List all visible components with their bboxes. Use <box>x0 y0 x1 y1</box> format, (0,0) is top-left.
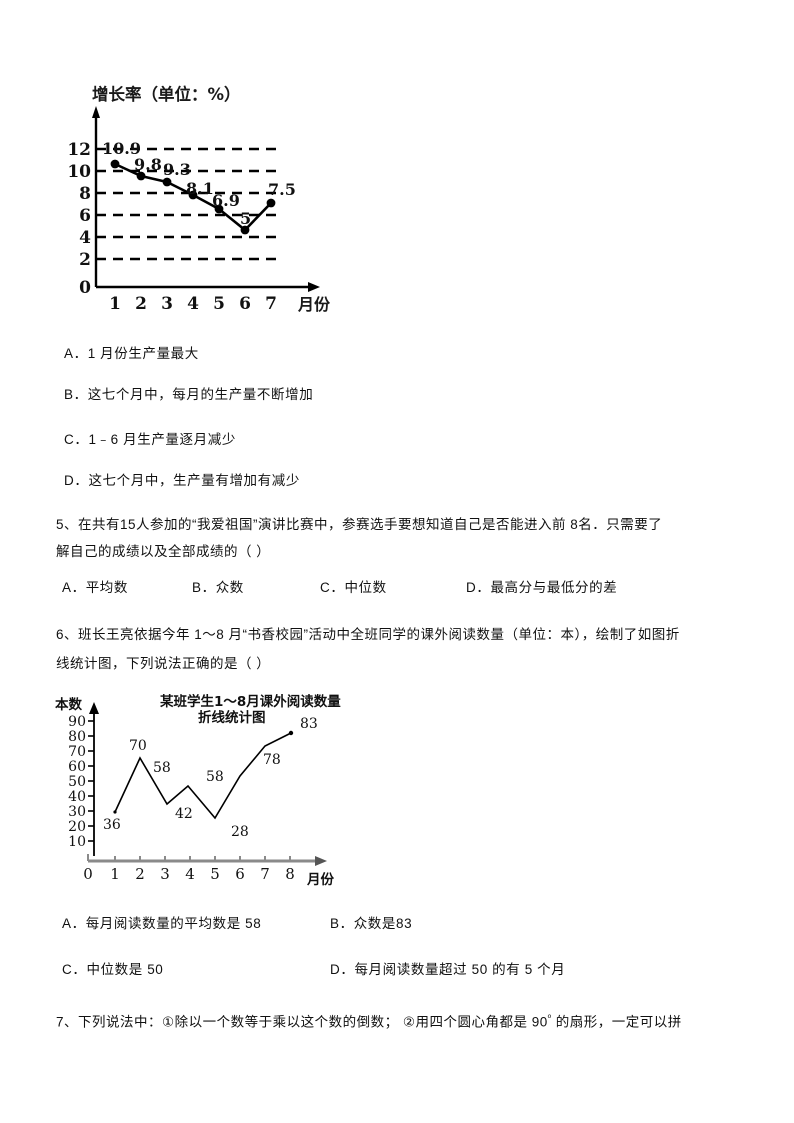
svg-text:70: 70 <box>129 738 147 754</box>
svg-text:5: 5 <box>213 294 225 312</box>
svg-text:4: 4 <box>79 228 91 248</box>
q6-option-b[interactable]: B．众数是83 <box>330 916 413 931</box>
svg-text:8: 8 <box>285 865 295 883</box>
reading-count-line-chart: 某班学生1～8月课外阅读数量 折线统计图 本数 90 <box>55 688 395 893</box>
growth-rate-line-chart: 增长率（单位：%） 12 <box>60 82 380 312</box>
chart1-data-points <box>110 159 276 235</box>
question-7-line-1: 7、下列说法中：①除以一个数等于乘以这个数的倒数； ②用四个圆心角都是 90º … <box>56 1005 762 1036</box>
svg-text:20: 20 <box>68 819 86 835</box>
svg-text:8: 8 <box>79 184 91 204</box>
q6-option-a[interactable]: A．每月阅读数量的平均数是 58 <box>62 916 262 931</box>
chart2-x-axis-label: 月份 <box>306 871 334 888</box>
svg-text:6.9: 6.9 <box>212 191 240 210</box>
svg-text:9.8: 9.8 <box>134 155 162 174</box>
svg-text:80: 80 <box>68 729 86 745</box>
svg-text:6: 6 <box>235 865 245 883</box>
chart2-title-line-2: 折线统计图 <box>198 709 266 726</box>
chart1-point-labels: 10.9 9.8 9.3 8.1 6.9 5 7.5 <box>102 139 296 228</box>
svg-text:0: 0 <box>83 865 93 883</box>
svg-text:3: 3 <box>161 294 173 312</box>
svg-text:78: 78 <box>263 752 281 768</box>
chart2-data-line <box>114 732 292 820</box>
q4-option-b[interactable]: B．这七个月中，每月的生产量不断增加 <box>64 387 314 402</box>
chart1-y-axis <box>92 106 100 287</box>
chart2-title-line-1: 某班学生1～8月课外阅读数量 <box>160 693 341 710</box>
svg-text:9.3: 9.3 <box>163 160 191 179</box>
question-7-prefix: 7、下列说法中：①除以一个数等于乘以这个数的倒数； ②用四个圆心角都是 90 <box>56 1014 548 1030</box>
svg-text:42: 42 <box>175 806 193 822</box>
svg-text:10.9: 10.9 <box>102 139 141 158</box>
svg-text:5: 5 <box>240 209 251 228</box>
svg-text:4: 4 <box>185 865 195 883</box>
chart2-data-points <box>113 730 294 814</box>
q4-option-c[interactable]: C．1﹣6 月生产量逐月减少 <box>64 432 236 447</box>
svg-text:2: 2 <box>135 294 147 312</box>
svg-text:58: 58 <box>206 769 224 785</box>
q6-option-d[interactable]: D．每月阅读数量超过 50 的有 5 个月 <box>330 962 566 977</box>
chart2-x-axis <box>87 854 327 866</box>
svg-text:5: 5 <box>210 865 220 883</box>
svg-text:10: 10 <box>67 162 91 182</box>
svg-text:1: 1 <box>110 865 120 883</box>
svg-text:4: 4 <box>187 294 199 312</box>
chart1-y-ticks: 12 10 8 6 4 2 0 <box>67 140 91 298</box>
chart1-y-axis-label: 增长率（单位：%） <box>92 84 241 104</box>
svg-text:2: 2 <box>135 865 145 883</box>
degree-symbol: º <box>547 1013 552 1023</box>
chart1-gridlines <box>96 147 282 261</box>
svg-text:36: 36 <box>103 817 121 833</box>
svg-text:3: 3 <box>160 865 170 883</box>
svg-text:60: 60 <box>68 759 86 775</box>
svg-text:30: 30 <box>68 804 86 820</box>
svg-text:7: 7 <box>260 865 270 883</box>
svg-text:12: 12 <box>67 140 91 160</box>
svg-text:83: 83 <box>300 716 318 732</box>
question-5-line-2: 解自己的成绩以及全部成绩的（ ） <box>56 544 271 559</box>
question-7-suffix: 的扇形，一定可以拼 <box>551 1014 682 1030</box>
chart2-point-labels: 36 70 58 42 58 28 78 83 <box>103 716 318 840</box>
svg-text:90: 90 <box>68 714 86 730</box>
svg-text:2: 2 <box>79 250 91 270</box>
q6-option-c[interactable]: C．中位数是 50 <box>62 962 164 977</box>
chart2-y-axis-label: 本数 <box>55 696 82 713</box>
svg-text:1: 1 <box>109 294 121 312</box>
svg-text:10: 10 <box>68 834 86 850</box>
q4-option-d[interactable]: D．这七个月中，生产量有增加有减少 <box>64 473 300 488</box>
svg-text:6: 6 <box>79 206 91 226</box>
svg-text:8.1: 8.1 <box>186 179 214 198</box>
q4-option-a[interactable]: A．1 月份生产量最大 <box>64 346 199 361</box>
svg-text:6: 6 <box>239 294 251 312</box>
chart2-x-ticks: 0 1 2 3 4 5 6 7 8 <box>83 865 295 883</box>
svg-text:70: 70 <box>68 744 86 760</box>
svg-text:0: 0 <box>79 278 91 298</box>
svg-text:50: 50 <box>68 774 86 790</box>
chart1-x-axis-label: 月份 <box>297 295 331 312</box>
q5-option-c[interactable]: C．中位数 <box>320 580 387 595</box>
question-6-line-2: 线统计图，下列说法正确的是（ ） <box>56 656 271 671</box>
svg-text:40: 40 <box>68 789 86 805</box>
svg-text:28: 28 <box>231 824 249 840</box>
q5-option-b[interactable]: B．众数 <box>192 580 244 595</box>
chart1-x-ticks: 1 2 3 4 5 6 7 <box>109 294 277 312</box>
question-5-line-1: 5、在共有15人参加的“我爱祖国”演讲比赛中，参赛选手要想知道自己是否能进入前 … <box>56 517 663 532</box>
chart2-y-ticks: 90 80 70 60 50 40 30 20 10 <box>68 714 86 850</box>
chart2-y-axis <box>88 702 99 856</box>
q5-option-a[interactable]: A．平均数 <box>62 580 129 595</box>
svg-text:58: 58 <box>153 760 171 776</box>
chart1-x-axis <box>96 282 320 292</box>
svg-text:7.5: 7.5 <box>268 180 296 199</box>
svg-text:7: 7 <box>265 294 277 312</box>
q5-option-d[interactable]: D．最高分与最低分的差 <box>466 580 618 595</box>
question-6-line-1: 6、班长王亮依据今年 1～8 月“书香校园”活动中全班同学的课外阅读数量（单位：… <box>56 627 680 642</box>
